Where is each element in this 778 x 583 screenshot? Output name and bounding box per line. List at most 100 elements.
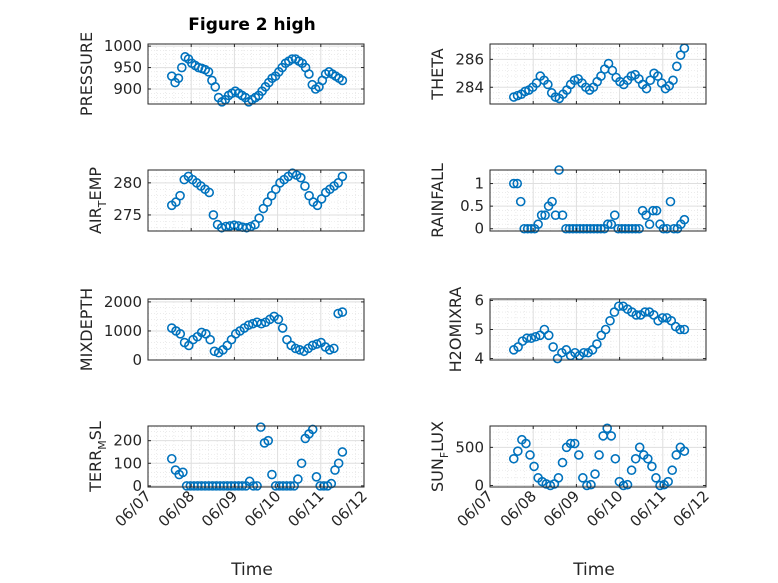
data-point (254, 213, 264, 223)
data-point (596, 71, 606, 81)
y-tick-label: 4 (474, 350, 484, 368)
data-point (582, 480, 592, 491)
y-axis-label: TERRMSL (86, 421, 109, 493)
data-point (578, 473, 588, 483)
data-point (602, 423, 613, 434)
data-point (196, 327, 207, 338)
y-axis-label: THETA (428, 48, 447, 100)
data-point (255, 422, 266, 432)
y-tick-label: 2000 (104, 293, 142, 311)
x-tick-label: 06/12 (328, 487, 371, 530)
data-point (295, 172, 306, 183)
y-tick-label: 1000 (104, 322, 142, 340)
data-point (634, 223, 644, 234)
data-point (519, 223, 530, 234)
data-point (613, 223, 624, 234)
data-point (669, 223, 679, 234)
data-point (277, 323, 288, 333)
data-point (536, 210, 547, 220)
data-point (565, 438, 576, 449)
x-tick-label: 06/11 (626, 487, 669, 530)
x-tick-label: 06/09 (540, 487, 583, 530)
subplot-h2omixra: 4 5 6 H2OMIXRA (446, 287, 707, 372)
y-tick-label: 284 (455, 78, 484, 96)
data-point (592, 223, 603, 234)
data-point (609, 210, 620, 220)
data-point (623, 223, 634, 234)
data-point (568, 223, 578, 234)
data-point (543, 79, 553, 90)
data-point (675, 50, 686, 60)
data-point (304, 190, 314, 201)
data-point (508, 178, 519, 189)
data-point (237, 481, 248, 491)
data-point (525, 450, 535, 460)
data-point (329, 343, 339, 354)
data-point (248, 481, 259, 491)
y-tick-label: 1000 (104, 37, 142, 55)
data-point (675, 324, 685, 335)
data-point (643, 453, 653, 464)
data-point (665, 196, 676, 207)
x-tick-label: 06/10 (583, 487, 626, 530)
data-point (307, 340, 318, 351)
data-point (513, 446, 523, 456)
data-point (548, 342, 558, 352)
y-tick-label: 5 (474, 321, 484, 339)
data-point (578, 347, 589, 358)
data-point (522, 223, 533, 234)
data-point (610, 453, 621, 464)
data-point (512, 178, 523, 189)
data-point (263, 435, 274, 446)
data-point (679, 324, 690, 335)
data-point (266, 190, 277, 201)
data-point (515, 196, 526, 207)
axes-box (147, 169, 365, 232)
data-point (540, 210, 550, 220)
data-point (311, 472, 322, 482)
data-point (648, 205, 658, 216)
data-point (553, 473, 564, 483)
y-tick-label: 900 (113, 80, 142, 98)
data-point (337, 447, 348, 457)
data-point (178, 467, 188, 478)
x-tick-label: 06/11 (284, 487, 327, 530)
data-point (203, 67, 214, 77)
x-tick-label: 06/09 (198, 487, 241, 530)
x-tick-label: 06/08 (155, 487, 198, 530)
data-point (644, 219, 655, 230)
subplot-pressure: 900 950 1000 PRESSURE (77, 32, 365, 116)
data-point (526, 223, 536, 234)
data-point (243, 320, 254, 330)
data-point (634, 442, 645, 453)
data-point (607, 65, 618, 76)
data-point (533, 219, 543, 230)
subplot-rainfall: 0 0.5 1 RAINFALL (428, 163, 707, 238)
data-point (557, 457, 568, 468)
y-tick-label: 286 (455, 50, 484, 68)
y-tick-label: 280 (113, 174, 142, 192)
data-point (176, 62, 187, 73)
y-axis-label: RAINFALL (428, 163, 447, 238)
axes-box (147, 43, 365, 105)
y-axis-label: SUNFLUX (428, 421, 451, 492)
data-point (252, 481, 262, 491)
data-point (603, 58, 614, 69)
data-point (671, 450, 682, 460)
data-point (585, 223, 596, 234)
axes-box (147, 425, 365, 488)
data-point (326, 478, 337, 489)
data-point (564, 223, 575, 234)
data-point (613, 301, 624, 312)
data-point (173, 73, 184, 84)
y-tick-label: 950 (113, 59, 142, 77)
data-point (337, 307, 348, 317)
data-point (316, 194, 327, 204)
data-point (522, 333, 532, 344)
data-point (529, 461, 539, 472)
data-point (256, 318, 267, 329)
y-tick-label: 200 (113, 432, 142, 450)
data-point (582, 223, 592, 234)
